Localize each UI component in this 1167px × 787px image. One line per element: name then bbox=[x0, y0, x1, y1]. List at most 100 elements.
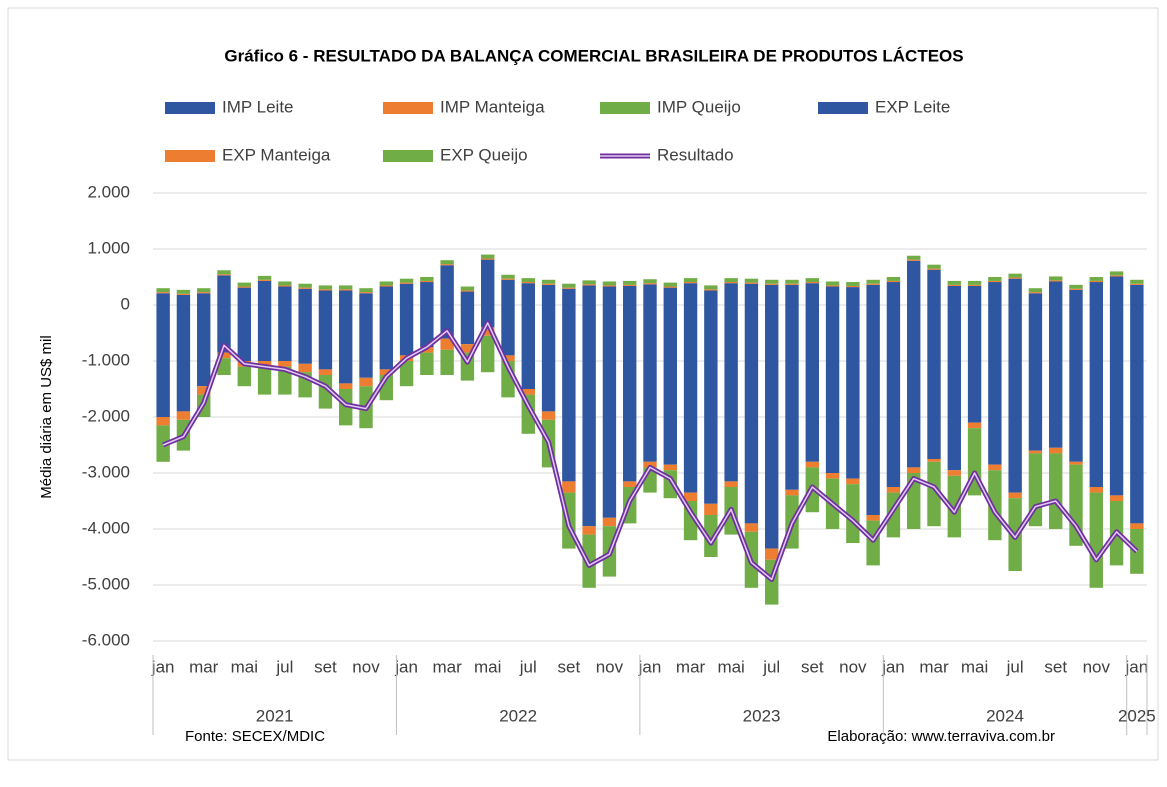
bar bbox=[785, 489, 799, 496]
bar bbox=[278, 361, 292, 367]
bar bbox=[1069, 289, 1083, 305]
bar bbox=[399, 305, 414, 356]
bar bbox=[602, 517, 617, 527]
bar bbox=[582, 526, 596, 535]
bar bbox=[481, 305, 495, 328]
bar bbox=[399, 361, 414, 387]
bar bbox=[521, 389, 535, 395]
bar bbox=[623, 305, 637, 482]
bar bbox=[704, 305, 718, 504]
bar bbox=[278, 281, 292, 286]
bar bbox=[623, 481, 637, 487]
bar bbox=[1130, 523, 1144, 529]
bar bbox=[156, 288, 170, 293]
x-tick-label: jan bbox=[881, 657, 905, 676]
source: Fonte: SECEX/MDIC bbox=[185, 728, 325, 745]
bar bbox=[541, 305, 556, 412]
bar bbox=[744, 523, 759, 532]
bar bbox=[197, 292, 211, 294]
bar bbox=[846, 285, 860, 288]
bar bbox=[947, 280, 961, 285]
bar bbox=[744, 278, 759, 283]
bar bbox=[724, 481, 738, 487]
y-tick-label: 0 bbox=[121, 294, 130, 313]
bar bbox=[643, 461, 657, 468]
bar bbox=[257, 366, 272, 395]
bar bbox=[460, 344, 475, 353]
bar bbox=[1089, 305, 1103, 487]
bar bbox=[156, 292, 170, 294]
bar bbox=[541, 411, 556, 420]
bar bbox=[197, 386, 211, 395]
bar bbox=[825, 281, 840, 286]
bar bbox=[318, 285, 333, 290]
bar bbox=[562, 287, 576, 289]
bar bbox=[683, 282, 698, 284]
y-tick-label: -4.000 bbox=[82, 518, 130, 537]
bar bbox=[1130, 279, 1144, 284]
bar bbox=[1049, 280, 1063, 282]
legend-swatch bbox=[165, 150, 215, 162]
x-tick-label: mai bbox=[717, 657, 744, 676]
bar bbox=[481, 335, 495, 373]
bar bbox=[1109, 495, 1124, 501]
bar bbox=[197, 305, 211, 387]
bar bbox=[399, 278, 414, 283]
bar bbox=[866, 305, 880, 515]
bar bbox=[481, 254, 495, 259]
x-group-label: 2024 bbox=[986, 706, 1024, 725]
bar bbox=[967, 305, 982, 423]
bar bbox=[278, 366, 292, 395]
x-tick-label: jul bbox=[275, 657, 293, 676]
bar bbox=[1109, 271, 1124, 276]
bar bbox=[257, 280, 272, 305]
bar bbox=[704, 285, 718, 290]
bar bbox=[744, 282, 759, 284]
bar bbox=[562, 481, 576, 493]
legend-swatch bbox=[383, 150, 433, 162]
bar bbox=[501, 274, 515, 279]
x-tick-label: mar bbox=[189, 657, 219, 676]
bar bbox=[907, 259, 921, 261]
bar bbox=[1028, 293, 1043, 305]
bar bbox=[1028, 292, 1043, 294]
x-tick-label: jan bbox=[151, 657, 175, 676]
bar bbox=[927, 459, 941, 462]
bar bbox=[501, 305, 515, 356]
x-tick-label: mar bbox=[919, 657, 949, 676]
bar bbox=[704, 515, 718, 557]
x-tick-label: jan bbox=[638, 657, 662, 676]
bar bbox=[1049, 305, 1063, 448]
bar bbox=[643, 283, 657, 285]
bar bbox=[1109, 276, 1124, 305]
bar bbox=[1130, 284, 1144, 305]
y-tick-label: -5.000 bbox=[82, 574, 130, 593]
y-tick-label: -6.000 bbox=[82, 630, 130, 649]
bar bbox=[805, 282, 819, 284]
bar bbox=[643, 284, 657, 305]
bar bbox=[967, 280, 982, 285]
bar bbox=[156, 293, 170, 305]
bar bbox=[602, 285, 617, 287]
bar bbox=[846, 282, 860, 286]
y-tick-label: -3.000 bbox=[82, 462, 130, 481]
bar bbox=[744, 283, 759, 305]
bar bbox=[176, 293, 191, 295]
bar bbox=[1089, 280, 1103, 283]
bar bbox=[765, 279, 779, 284]
bar bbox=[825, 286, 840, 305]
bar bbox=[825, 285, 840, 287]
legend-swatch bbox=[600, 102, 650, 114]
bar bbox=[562, 305, 576, 482]
bar bbox=[399, 282, 414, 284]
bar bbox=[1130, 305, 1144, 524]
bar bbox=[1028, 288, 1043, 293]
bar bbox=[623, 285, 637, 305]
bar bbox=[541, 284, 556, 305]
bar bbox=[907, 255, 921, 260]
bar bbox=[339, 289, 353, 291]
bar bbox=[1089, 277, 1103, 281]
bar bbox=[582, 305, 596, 527]
bar bbox=[602, 281, 617, 286]
bar bbox=[825, 305, 840, 473]
